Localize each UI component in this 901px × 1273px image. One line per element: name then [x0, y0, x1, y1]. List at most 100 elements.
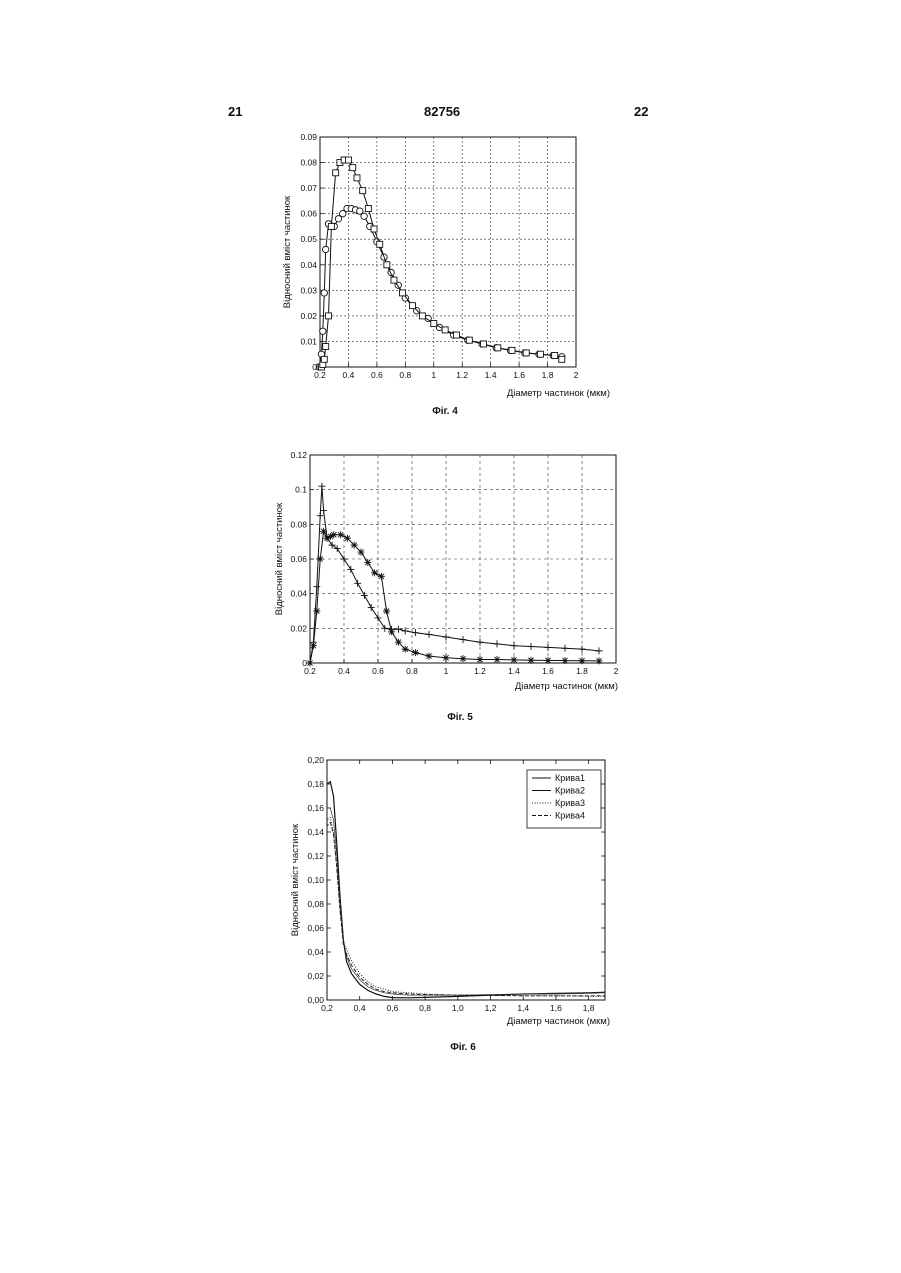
data-point-circle	[361, 213, 367, 219]
data-point-square	[419, 313, 425, 319]
data-point-square	[384, 262, 390, 268]
series-line-4	[311, 822, 605, 995]
data-point-plus	[494, 640, 501, 647]
data-point-square	[321, 356, 327, 362]
data-point-plus	[477, 639, 484, 646]
series-line-2	[320, 160, 562, 367]
y-tick-label: 0.07	[300, 183, 317, 193]
data-point-asterisk	[443, 654, 450, 661]
data-point-square	[365, 206, 371, 212]
x-axis-label: Діаметр частинок (мкм)	[507, 1016, 610, 1027]
data-point-asterisk	[330, 531, 337, 538]
data-point-asterisk	[351, 542, 358, 549]
y-tick-label: 0,08	[307, 899, 324, 909]
x-tick-label: 0,6	[386, 1003, 398, 1013]
y-tick-label: 0,20	[307, 755, 324, 765]
x-tick-label: 1.6	[542, 666, 554, 676]
data-point-asterisk	[528, 657, 535, 664]
data-point-asterisk	[460, 655, 467, 662]
data-point-asterisk	[596, 657, 603, 664]
y-tick-label: 0,06	[307, 923, 324, 933]
series-line-2	[311, 808, 605, 995]
y-tick-label: 0,18	[307, 779, 324, 789]
data-point-square	[409, 303, 415, 309]
data-point-plus	[341, 556, 348, 563]
data-point-plus	[347, 566, 354, 573]
y-tick-label: 0.08	[300, 158, 317, 168]
data-point-plus	[313, 583, 320, 590]
y-tick-label: 0,00	[307, 995, 324, 1005]
data-point-asterisk	[402, 646, 409, 653]
data-point-square	[360, 188, 366, 194]
legend-label: Крива2	[555, 786, 585, 796]
data-point-plus	[426, 631, 433, 638]
x-tick-label: 1.4	[508, 666, 520, 676]
legend-label: Крива4	[555, 811, 585, 821]
x-tick-label: 1,2	[485, 1003, 497, 1013]
x-tick-label: 1.2	[474, 666, 486, 676]
data-point-asterisk	[344, 535, 351, 542]
y-tick-label: 0,04	[307, 947, 324, 957]
y-tick-label: 0.02	[290, 623, 307, 633]
x-tick-label: 1.8	[542, 370, 554, 380]
data-point-square	[371, 226, 377, 232]
data-point-square	[442, 327, 448, 333]
data-point-plus	[460, 636, 467, 643]
data-point-square	[399, 290, 405, 296]
data-point-asterisk	[562, 657, 569, 664]
data-point-square	[333, 170, 339, 176]
y-tick-label: 0.03	[300, 285, 317, 295]
data-point-plus	[443, 634, 450, 641]
data-point-asterisk	[477, 656, 484, 663]
x-tick-label: 0.4	[338, 666, 350, 676]
x-tick-label: 1,0	[452, 1003, 464, 1013]
data-point-square	[466, 337, 472, 343]
x-tick-label: 0.4	[343, 370, 355, 380]
data-point-square	[431, 321, 437, 327]
x-axis-label: Діаметр частинок (мкм)	[507, 388, 610, 399]
x-tick-label: 1.4	[485, 370, 497, 380]
data-point-asterisk	[320, 528, 327, 535]
y-tick-label: 0.06	[300, 209, 317, 219]
data-point-plus	[320, 507, 327, 514]
data-point-plus	[412, 629, 419, 636]
data-point-asterisk	[545, 657, 552, 664]
data-point-square	[391, 277, 397, 283]
data-point-asterisk	[317, 556, 324, 563]
data-point-square	[354, 175, 360, 181]
data-point-square	[350, 165, 356, 171]
data-point-plus	[596, 647, 603, 654]
data-point-asterisk	[494, 656, 501, 663]
x-tick-label: 0.8	[399, 370, 411, 380]
data-point-asterisk	[337, 531, 344, 538]
y-tick-label: 0.04	[300, 260, 317, 270]
figure-caption: Фіг. 4	[432, 406, 458, 417]
data-point-square	[454, 332, 460, 338]
data-point-square	[495, 345, 501, 351]
x-tick-label: 1,6	[550, 1003, 562, 1013]
x-tick-label: 0,8	[419, 1003, 431, 1013]
legend-label: Крива1	[555, 773, 585, 783]
y-tick-label: 0.04	[290, 589, 307, 599]
x-tick-label: 1	[431, 370, 436, 380]
x-tick-label: 1	[444, 666, 449, 676]
data-point-asterisk	[579, 657, 586, 664]
data-point-plus	[395, 626, 402, 633]
data-point-square	[552, 353, 558, 359]
data-point-square	[326, 313, 332, 319]
data-point-plus	[361, 592, 368, 599]
data-point-asterisk	[426, 653, 433, 660]
data-point-plus	[334, 545, 341, 552]
data-point-square	[559, 356, 565, 362]
data-point-circle	[320, 328, 326, 334]
data-point-circle	[321, 290, 327, 296]
x-tick-label: 0.6	[372, 666, 384, 676]
data-point-square	[537, 351, 543, 357]
series-line-1	[320, 209, 562, 367]
data-point-asterisk	[378, 573, 385, 580]
x-axis-label: Діаметр частинок (мкм)	[515, 681, 618, 692]
y-axis-label: Відносний вміст частинок	[282, 195, 293, 308]
data-point-square	[523, 350, 529, 356]
data-point-plus	[381, 625, 388, 632]
